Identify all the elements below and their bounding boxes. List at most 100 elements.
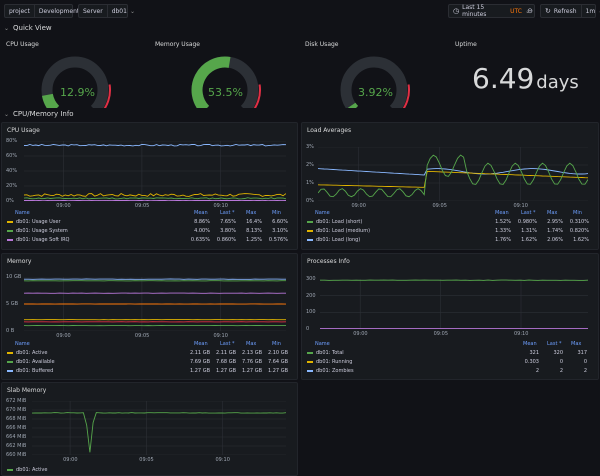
panel-title: Processes Info: [307, 258, 350, 265]
legend-swatch: [7, 220, 13, 223]
legend-min: 6.60%: [272, 219, 288, 225]
legend-header-last: Last *: [220, 210, 235, 216]
legend-header-max: Max: [571, 341, 582, 347]
x-tick-label: 09:05: [134, 203, 150, 209]
legend-name[interactable]: db01: Usage Soft IRQ: [16, 237, 70, 243]
legend-header-mean: Mean: [495, 210, 509, 216]
gauge-threshold: [402, 84, 411, 108]
chevron-down-icon: ⌄: [524, 7, 530, 15]
legend-header-name: Name: [15, 210, 30, 216]
y-tick-label: 0%: [6, 198, 14, 204]
refresh-icon: ↻: [545, 7, 551, 15]
legend-swatch: [7, 351, 13, 354]
y-tick-label: 662 MiB: [6, 443, 27, 449]
uptime-title: Uptime: [455, 41, 477, 48]
legend-swatch: [307, 220, 313, 223]
legend-last: 1.31%: [521, 228, 537, 234]
legend-header-mean: Mean: [194, 210, 208, 216]
legend-mean: 1.76%: [495, 237, 511, 243]
legend-swatch: [7, 238, 13, 241]
plot-area: [318, 147, 588, 201]
legend-min: 3.10%: [272, 228, 288, 234]
legend-header-name: Name: [315, 210, 330, 216]
legend-max: 1.74%: [547, 228, 563, 234]
legend-swatch: [7, 468, 13, 471]
refresh-interval[interactable]: 1m: [585, 7, 596, 15]
legend-name[interactable]: db01: Active: [16, 350, 48, 356]
legend-header-last: Last *: [220, 341, 235, 347]
y-tick-label: 80%: [6, 138, 18, 144]
legend-item: db01: Active: [7, 350, 47, 356]
legend-name[interactable]: db01: Running: [316, 359, 353, 365]
legend-name[interactable]: db01: Buffered: [16, 368, 54, 374]
legend-item: db01: Running: [307, 359, 352, 365]
cpu-gauge: [41, 56, 112, 108]
legend-header-last: Last *: [547, 341, 562, 347]
y-tick-label: 20%: [6, 183, 18, 189]
legend-max: 2.06%: [547, 237, 563, 243]
panel-title: CPU Usage: [7, 127, 40, 134]
y-tick-label: 60%: [6, 153, 18, 159]
legend-name[interactable]: db01: Total: [316, 350, 344, 356]
series-line: [24, 197, 286, 200]
legend-name[interactable]: db01: Load (short): [316, 219, 363, 225]
y-tick-label: 100: [306, 309, 316, 316]
legend-swatch: [307, 351, 313, 354]
legend-header-max: Max: [547, 210, 558, 216]
plot-area: [24, 277, 286, 331]
y-tick-label: 5 GB: [6, 301, 19, 307]
legend-header-name: Name: [315, 341, 330, 347]
time-range-label: Last 15 minutes: [462, 4, 487, 18]
legend-max: 0: [583, 359, 587, 365]
y-tick-label: 3%: [306, 144, 314, 150]
legend-item: db01: Load (long): [307, 237, 360, 243]
zoom-out-button[interactable]: ⊖: [523, 4, 537, 18]
uptime-stat: 6.49 days: [472, 62, 579, 95]
server-select[interactable]: db01: [111, 7, 127, 15]
x-tick-label: 09:00: [56, 333, 71, 339]
legend-swatch: [7, 229, 13, 232]
refresh-button[interactable]: Refresh: [553, 7, 577, 15]
legend-name[interactable]: db01: Zombies: [316, 368, 354, 374]
legend-item: db01: Total: [307, 350, 344, 356]
legend-name[interactable]: db01: Usage System: [16, 228, 68, 234]
legend-swatch: [7, 360, 13, 363]
project-variable[interactable]: project Development⌄: [4, 4, 87, 18]
time-range-picker[interactable]: ◷ Last 15 minutes UTC ⌄: [448, 4, 535, 18]
y-tick-label: 1%: [306, 180, 314, 186]
legend-name[interactable]: db01: Active: [16, 467, 48, 473]
row-title: Quick View: [13, 24, 52, 32]
x-tick-label: 09:05: [433, 331, 449, 337]
legend-mean: 0.635%: [190, 237, 210, 243]
chevron-down-icon: ⌄: [598, 8, 600, 15]
legend-swatch: [307, 238, 313, 241]
legend-name[interactable]: db01: Usage User: [16, 219, 61, 225]
y-tick-label: 2%: [306, 162, 314, 168]
y-tick-label: 200: [306, 292, 316, 299]
legend-name[interactable]: db01: Load (medium): [316, 228, 371, 234]
legend-max: 1.27 GB: [241, 368, 262, 374]
project-select[interactable]: Development: [38, 7, 80, 15]
row-quick-view[interactable]: ⌄ Quick View: [4, 24, 52, 32]
legend-min: 0.576%: [268, 237, 288, 243]
legend-name[interactable]: db01: Load (long): [316, 237, 361, 243]
gauge-fill: [347, 102, 359, 108]
server-variable[interactable]: Server db01 ⌄: [78, 4, 135, 18]
legend-last: 0: [559, 359, 563, 365]
legend-mean: 4.00%: [194, 228, 210, 234]
row-cpu-memory[interactable]: ⌄ CPU/Memory Info: [4, 110, 74, 118]
legend-max: 2.95%: [547, 219, 563, 225]
x-tick-label: 09:00: [351, 203, 366, 209]
refresh-picker[interactable]: ↻ Refresh 1m⌄: [540, 4, 600, 18]
memory-gauge-title: Memory Usage: [155, 41, 201, 48]
legend-min: 0.820%: [569, 228, 589, 234]
legend-mean: 321: [529, 350, 539, 356]
legend-max: 8.13%: [246, 228, 262, 234]
legend-last: 2.11 GB: [215, 350, 236, 356]
legend-header-min: Min: [272, 210, 281, 216]
legend-max: 2.13 GB: [241, 350, 262, 356]
legend-name[interactable]: db01: Available: [16, 359, 55, 365]
uptime-unit: days: [536, 72, 579, 93]
x-tick-label: 09:10: [215, 457, 230, 463]
legend-header-max: Max: [246, 341, 257, 347]
